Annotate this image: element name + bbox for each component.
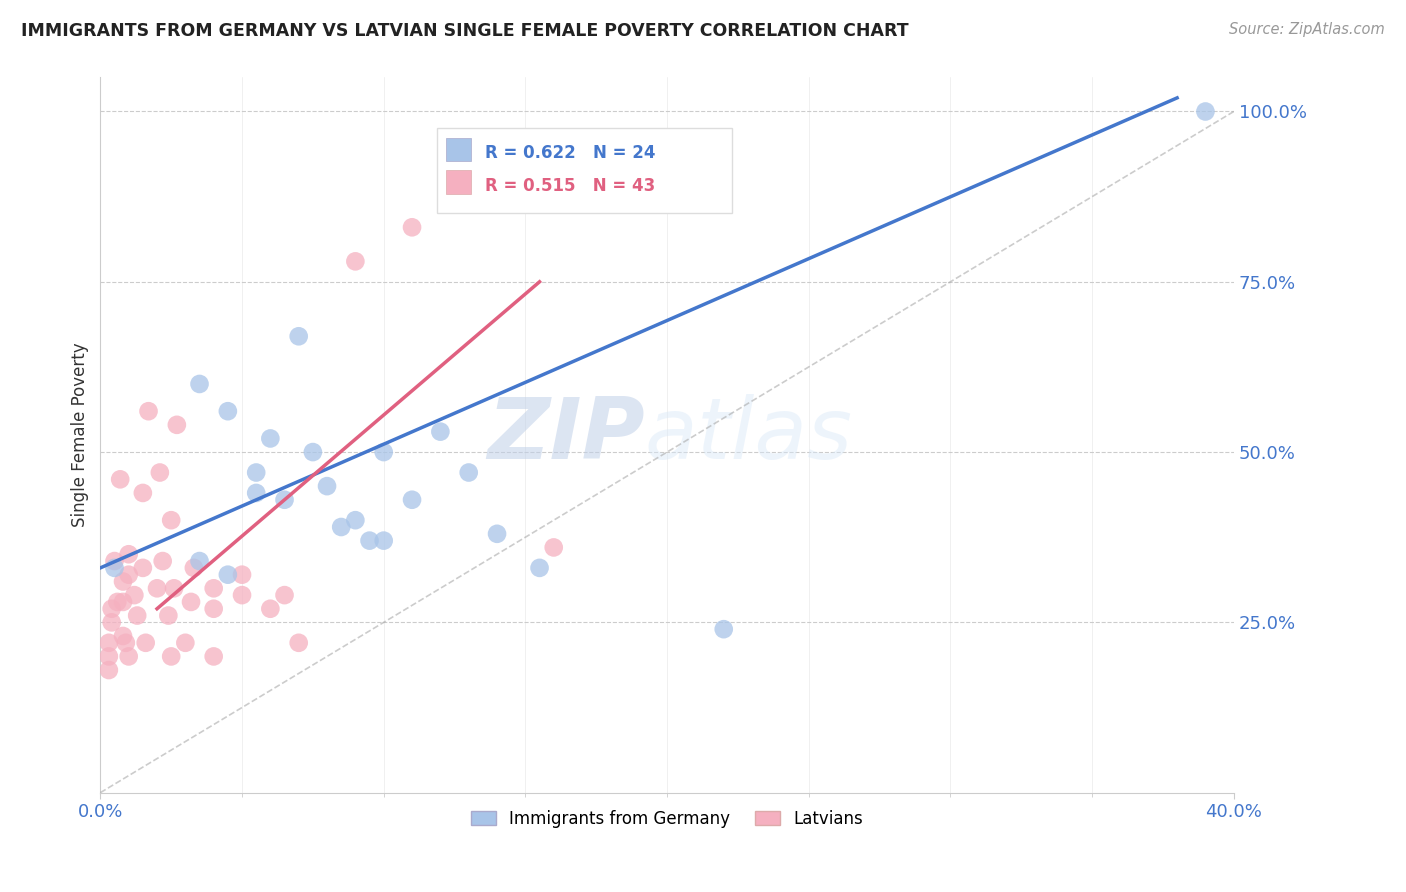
Text: Source: ZipAtlas.com: Source: ZipAtlas.com <box>1229 22 1385 37</box>
Point <box>330 520 353 534</box>
Text: R = 0.622   N = 24: R = 0.622 N = 24 <box>485 145 655 162</box>
Point <box>259 432 281 446</box>
Point <box>245 466 267 480</box>
Point <box>157 608 180 623</box>
Legend: Immigrants from Germany, Latvians: Immigrants from Germany, Latvians <box>464 803 870 834</box>
Point <box>105 595 128 609</box>
Point <box>108 472 131 486</box>
Point <box>118 649 141 664</box>
Point <box>529 561 551 575</box>
Point <box>115 636 138 650</box>
Point <box>245 486 267 500</box>
Bar <box>446 170 471 194</box>
Point <box>111 629 134 643</box>
Point <box>103 561 125 575</box>
Point <box>217 404 239 418</box>
Point <box>202 582 225 596</box>
Point <box>1194 104 1216 119</box>
Text: R = 0.515   N = 43: R = 0.515 N = 43 <box>485 178 655 195</box>
Point <box>135 636 157 650</box>
Point <box>127 608 149 623</box>
Point <box>138 404 160 418</box>
Point <box>287 636 309 650</box>
Point <box>97 663 120 677</box>
Point <box>111 574 134 589</box>
Point <box>273 588 295 602</box>
Point <box>132 486 155 500</box>
Point <box>118 567 141 582</box>
Point <box>344 513 367 527</box>
Point <box>174 636 197 650</box>
Point <box>103 554 125 568</box>
Point <box>373 445 395 459</box>
Point <box>429 425 451 439</box>
Point <box>373 533 395 548</box>
Point <box>202 649 225 664</box>
Y-axis label: Single Female Poverty: Single Female Poverty <box>72 343 89 527</box>
Point <box>124 588 146 602</box>
Point <box>163 582 186 596</box>
Point <box>180 595 202 609</box>
Point <box>344 254 367 268</box>
Point <box>302 445 325 459</box>
Point <box>183 561 205 575</box>
Point <box>188 376 211 391</box>
Point <box>543 541 565 555</box>
Point <box>231 567 253 582</box>
Point <box>401 492 423 507</box>
Bar <box>446 137 471 161</box>
Point <box>273 492 295 507</box>
Point <box>160 649 183 664</box>
Point <box>401 220 423 235</box>
Point <box>97 649 120 664</box>
Point <box>146 582 169 596</box>
Point <box>259 601 281 615</box>
Text: atlas: atlas <box>644 393 852 476</box>
Text: ZIP: ZIP <box>486 393 644 476</box>
Point <box>111 595 134 609</box>
Point <box>160 513 183 527</box>
Point <box>202 601 225 615</box>
Point <box>359 533 381 548</box>
Point <box>457 466 479 480</box>
Point <box>713 622 735 636</box>
Point <box>486 526 509 541</box>
Point <box>287 329 309 343</box>
Point <box>231 588 253 602</box>
Point <box>166 417 188 432</box>
Text: IMMIGRANTS FROM GERMANY VS LATVIAN SINGLE FEMALE POVERTY CORRELATION CHART: IMMIGRANTS FROM GERMANY VS LATVIAN SINGL… <box>21 22 908 40</box>
FancyBboxPatch shape <box>437 128 731 213</box>
Point <box>149 466 172 480</box>
Point <box>188 554 211 568</box>
Point <box>118 547 141 561</box>
Point <box>316 479 339 493</box>
Point <box>152 554 174 568</box>
Point <box>217 567 239 582</box>
Point <box>100 601 122 615</box>
Point <box>97 636 120 650</box>
Point <box>100 615 122 630</box>
Point <box>132 561 155 575</box>
